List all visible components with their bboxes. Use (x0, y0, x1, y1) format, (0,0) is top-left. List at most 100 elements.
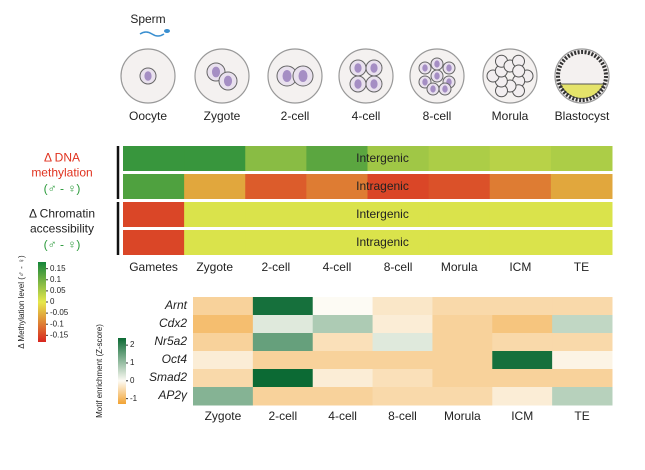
heatmap-cell (193, 387, 254, 406)
x-tick-label: 4-cell (328, 409, 357, 423)
row-label: Oct4 (162, 352, 188, 366)
sperm-head (164, 29, 170, 33)
heatmap-cell (550, 202, 613, 227)
heatmap-cell (372, 333, 433, 352)
nucleus (370, 79, 378, 89)
x-tick-label: 2-cell (261, 260, 290, 274)
heatmap-cell (306, 174, 368, 199)
heatmap-cell (372, 351, 433, 370)
heatmap-cell (252, 387, 314, 406)
heatmap-cell (193, 369, 254, 388)
x-tick-label: Gametes (129, 260, 178, 274)
heatmap-cell (432, 315, 493, 334)
heatmap-cell (184, 202, 246, 227)
colorbar-tick-label: -1 (130, 394, 138, 403)
colorbar-label: Δ Methylation level (♂ - ♀) (17, 255, 26, 349)
heatmap-cell (193, 315, 254, 334)
heatmap-cell (432, 333, 493, 352)
row-label: AP2γ (157, 388, 188, 402)
heatmap-cell (552, 315, 613, 334)
nucleus (282, 70, 292, 82)
heatmap-cell (432, 297, 493, 316)
group-label: methylation (31, 166, 92, 180)
colorbar-tick-label: 2 (130, 340, 135, 349)
stage-label: 2-cell (281, 109, 310, 123)
x-tick-label: TE (574, 260, 589, 274)
embryo (338, 48, 394, 104)
colorbar-label: Motif enrichment (Z-score) (95, 324, 104, 418)
nucleus (430, 85, 436, 93)
row-label: Cdx2 (159, 316, 187, 330)
heatmap-cell (492, 297, 553, 316)
x-tick-label: 4-cell (323, 260, 352, 274)
heatmap-cell (312, 333, 374, 352)
colorbar-tick-label: 0.1 (50, 275, 62, 284)
heatmap-cell (550, 230, 613, 255)
heatmap-cell (552, 387, 613, 406)
heatmap-cell (552, 297, 613, 316)
heatmap-cell (252, 369, 314, 388)
x-tick-label: ICM (509, 260, 531, 274)
heatmap-cell (312, 351, 374, 370)
nucleus (434, 60, 440, 68)
row-label: Intergenic (356, 207, 409, 221)
nucleus (354, 63, 362, 73)
heatmap-cell (184, 146, 246, 171)
nucleus (223, 75, 233, 87)
nucleus (446, 64, 452, 72)
heatmap-cell (428, 174, 491, 199)
colorbar-tick-label: 0 (130, 376, 135, 385)
nucleus (434, 72, 440, 80)
heatmap-cell (193, 333, 254, 352)
stage-label: Morula (492, 109, 529, 123)
heatmap-cell (123, 174, 185, 199)
heatmap-cell (306, 146, 368, 171)
heatmap-cell (123, 146, 185, 171)
sperm-label: Sperm (130, 12, 165, 26)
heatmap-cell (312, 369, 374, 388)
stage-label: Zygote (204, 109, 241, 123)
heatmap-cell (550, 174, 613, 199)
heatmap-cell (123, 202, 185, 227)
colorbar-tick-label: -0.15 (50, 330, 69, 339)
nucleus (298, 70, 308, 82)
x-tick-label: Zygote (205, 409, 242, 423)
stage-label: 4-cell (352, 109, 381, 123)
heatmap-cell (489, 146, 552, 171)
heatmap-cell (428, 230, 491, 255)
x-tick-label: 8-cell (388, 409, 417, 423)
stage-label: Oocyte (129, 109, 167, 123)
colorbar-tick-label: -0.1 (50, 319, 64, 328)
row-label: Intragenic (356, 235, 409, 249)
heatmap-cell (367, 174, 430, 199)
heatmap-cell (428, 202, 491, 227)
heatmap-cell (367, 202, 430, 227)
row-label: Intragenic (356, 179, 409, 193)
heatmap-cell (492, 315, 553, 334)
heatmap-cell (550, 146, 613, 171)
heatmap-cell (367, 146, 430, 171)
x-tick-label: 2-cell (268, 409, 297, 423)
row-label: Arnt (164, 298, 188, 312)
heatmap-cell (184, 174, 246, 199)
colorbar-tick-label: 1 (130, 358, 135, 367)
group-sublabel: (♂ - ♀) (44, 238, 81, 252)
x-tick-label: TE (574, 409, 589, 423)
heatmap-cell (372, 369, 433, 388)
nucleus (144, 71, 152, 81)
heatmap-cell (489, 230, 552, 255)
heatmap-cell (372, 315, 433, 334)
colorbar-tick-label: 0.05 (50, 286, 66, 295)
heatmap-cell (252, 333, 314, 352)
row-label: Smad2 (149, 370, 187, 384)
nucleus (422, 78, 428, 86)
heatmap-cell (372, 297, 433, 316)
heatmap-cell (552, 333, 613, 352)
group-sublabel: (♂ - ♀) (44, 182, 81, 196)
row-label: Nr5a2 (154, 334, 187, 348)
heatmap-cell (184, 230, 246, 255)
group-label: Δ DNA (44, 151, 80, 165)
heatmap-cell (306, 202, 368, 227)
heatmap-cell (252, 351, 314, 370)
group-label: accessibility (30, 222, 94, 236)
